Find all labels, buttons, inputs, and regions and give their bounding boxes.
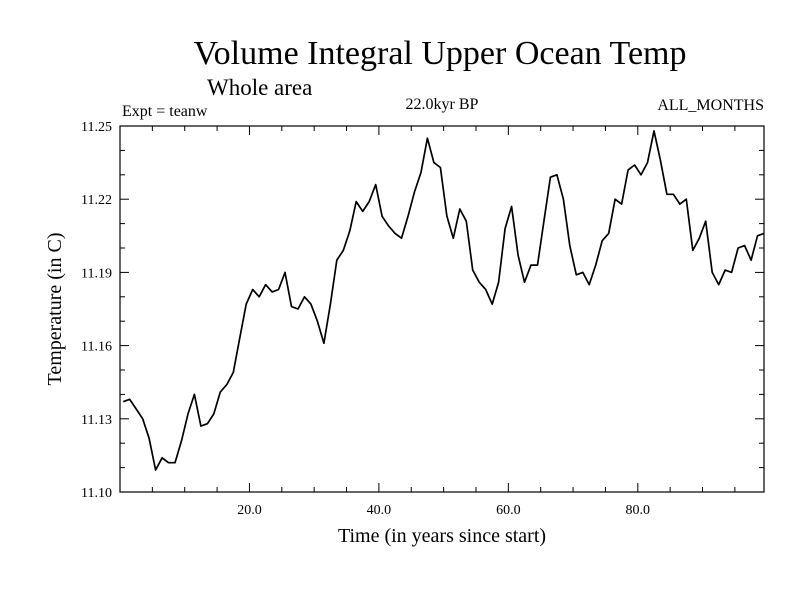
x-tick-label: 80.0 bbox=[626, 503, 651, 518]
y-tick-label: 11.25 bbox=[81, 120, 112, 135]
y-tick-label: 11.10 bbox=[81, 486, 112, 501]
x-axis: 20.0 40.0 60.0 80.0 bbox=[151, 126, 736, 518]
y-tick-label: 11.19 bbox=[81, 266, 112, 281]
y-tick-label: 11.13 bbox=[81, 413, 112, 428]
period-label: 22.0kyr BP bbox=[406, 96, 479, 113]
x-tick-label: 40.0 bbox=[367, 503, 392, 518]
plot-frame bbox=[119, 125, 765, 493]
x-tick-label: 60.0 bbox=[496, 503, 521, 518]
y-axis: 11.10 11.13 11.16 11.19 11.22 11.25 bbox=[81, 120, 764, 501]
x-axis-label: Time (in years since start) bbox=[338, 525, 546, 547]
chart-title: Volume Integral Upper Ocean Temp bbox=[194, 35, 687, 72]
y-tick-label: 11.22 bbox=[81, 193, 112, 208]
series-layer bbox=[122, 130, 765, 471]
x-tick-label: 20.0 bbox=[237, 503, 262, 518]
series-line bbox=[122, 130, 765, 471]
chart-subtitle: Whole area bbox=[207, 75, 312, 100]
experiment-label: Expt = teanw bbox=[122, 103, 208, 120]
months-label: ALL_MONTHS bbox=[657, 97, 764, 114]
y-axis-label: Temperature (in C) bbox=[44, 233, 66, 386]
y-tick-label: 11.16 bbox=[81, 340, 112, 355]
